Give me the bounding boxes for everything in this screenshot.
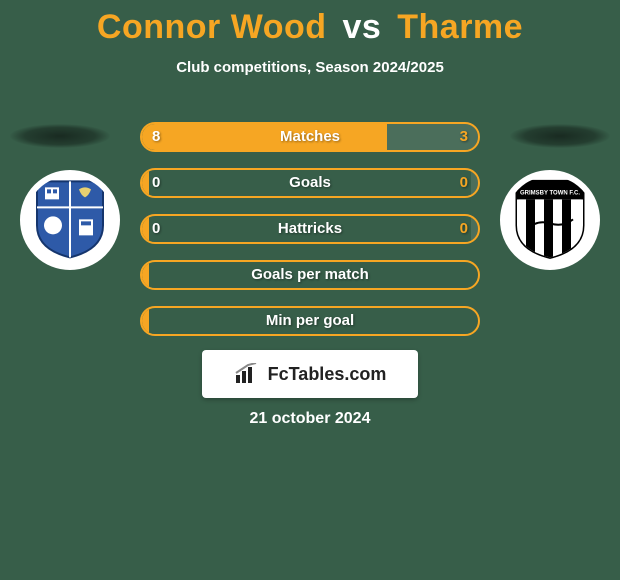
stat-bar: Goals per match (140, 260, 480, 290)
stat-label: Min per goal (142, 308, 478, 334)
svg-text:GRIMSBY TOWN F.C.: GRIMSBY TOWN F.C. (520, 190, 580, 196)
stat-label: Goals (142, 170, 478, 196)
watermark-box: FcTables.com (202, 350, 418, 398)
stat-value-left: 8 (152, 124, 160, 150)
stat-label: Matches (142, 124, 478, 150)
stat-value-right: 0 (460, 170, 468, 196)
left-player-shadow (10, 124, 110, 148)
stat-bars-container: Matches83Goals00Hattricks00Goals per mat… (140, 122, 480, 352)
right-player-shadow (510, 124, 610, 148)
stat-bar: Goals0 0 (140, 168, 480, 198)
player1-name: Connor Wood (97, 8, 327, 46)
comparison-title: Connor Wood vs Tharme (0, 0, 620, 47)
player1-club-crest (20, 170, 120, 270)
stat-value-left: 0 (152, 216, 160, 242)
stat-label: Hattricks (142, 216, 478, 242)
stat-bar: Hattricks0 0 (140, 214, 480, 244)
vs-separator: vs (342, 8, 381, 46)
player2-name: Tharme (397, 8, 523, 46)
shield-icon (33, 177, 107, 259)
stat-value-right: 0 (460, 216, 468, 242)
watermark-text: FcTables.com (268, 364, 387, 385)
subtitle: Club competitions, Season 2024/2025 (0, 59, 620, 76)
stat-bar: Matches8 3 (140, 122, 480, 152)
stat-label: Goals per match (142, 262, 478, 288)
bar-chart-icon (234, 363, 262, 385)
stat-bar: Min per goal (140, 306, 480, 336)
date-text: 21 october 2024 (0, 410, 620, 428)
stat-value-right: 3 (460, 124, 468, 150)
stat-value-left: 0 (152, 170, 160, 196)
player2-club-crest: GRIMSBY TOWN F.C. (500, 170, 600, 270)
shield-icon: GRIMSBY TOWN F.C. (513, 177, 587, 259)
